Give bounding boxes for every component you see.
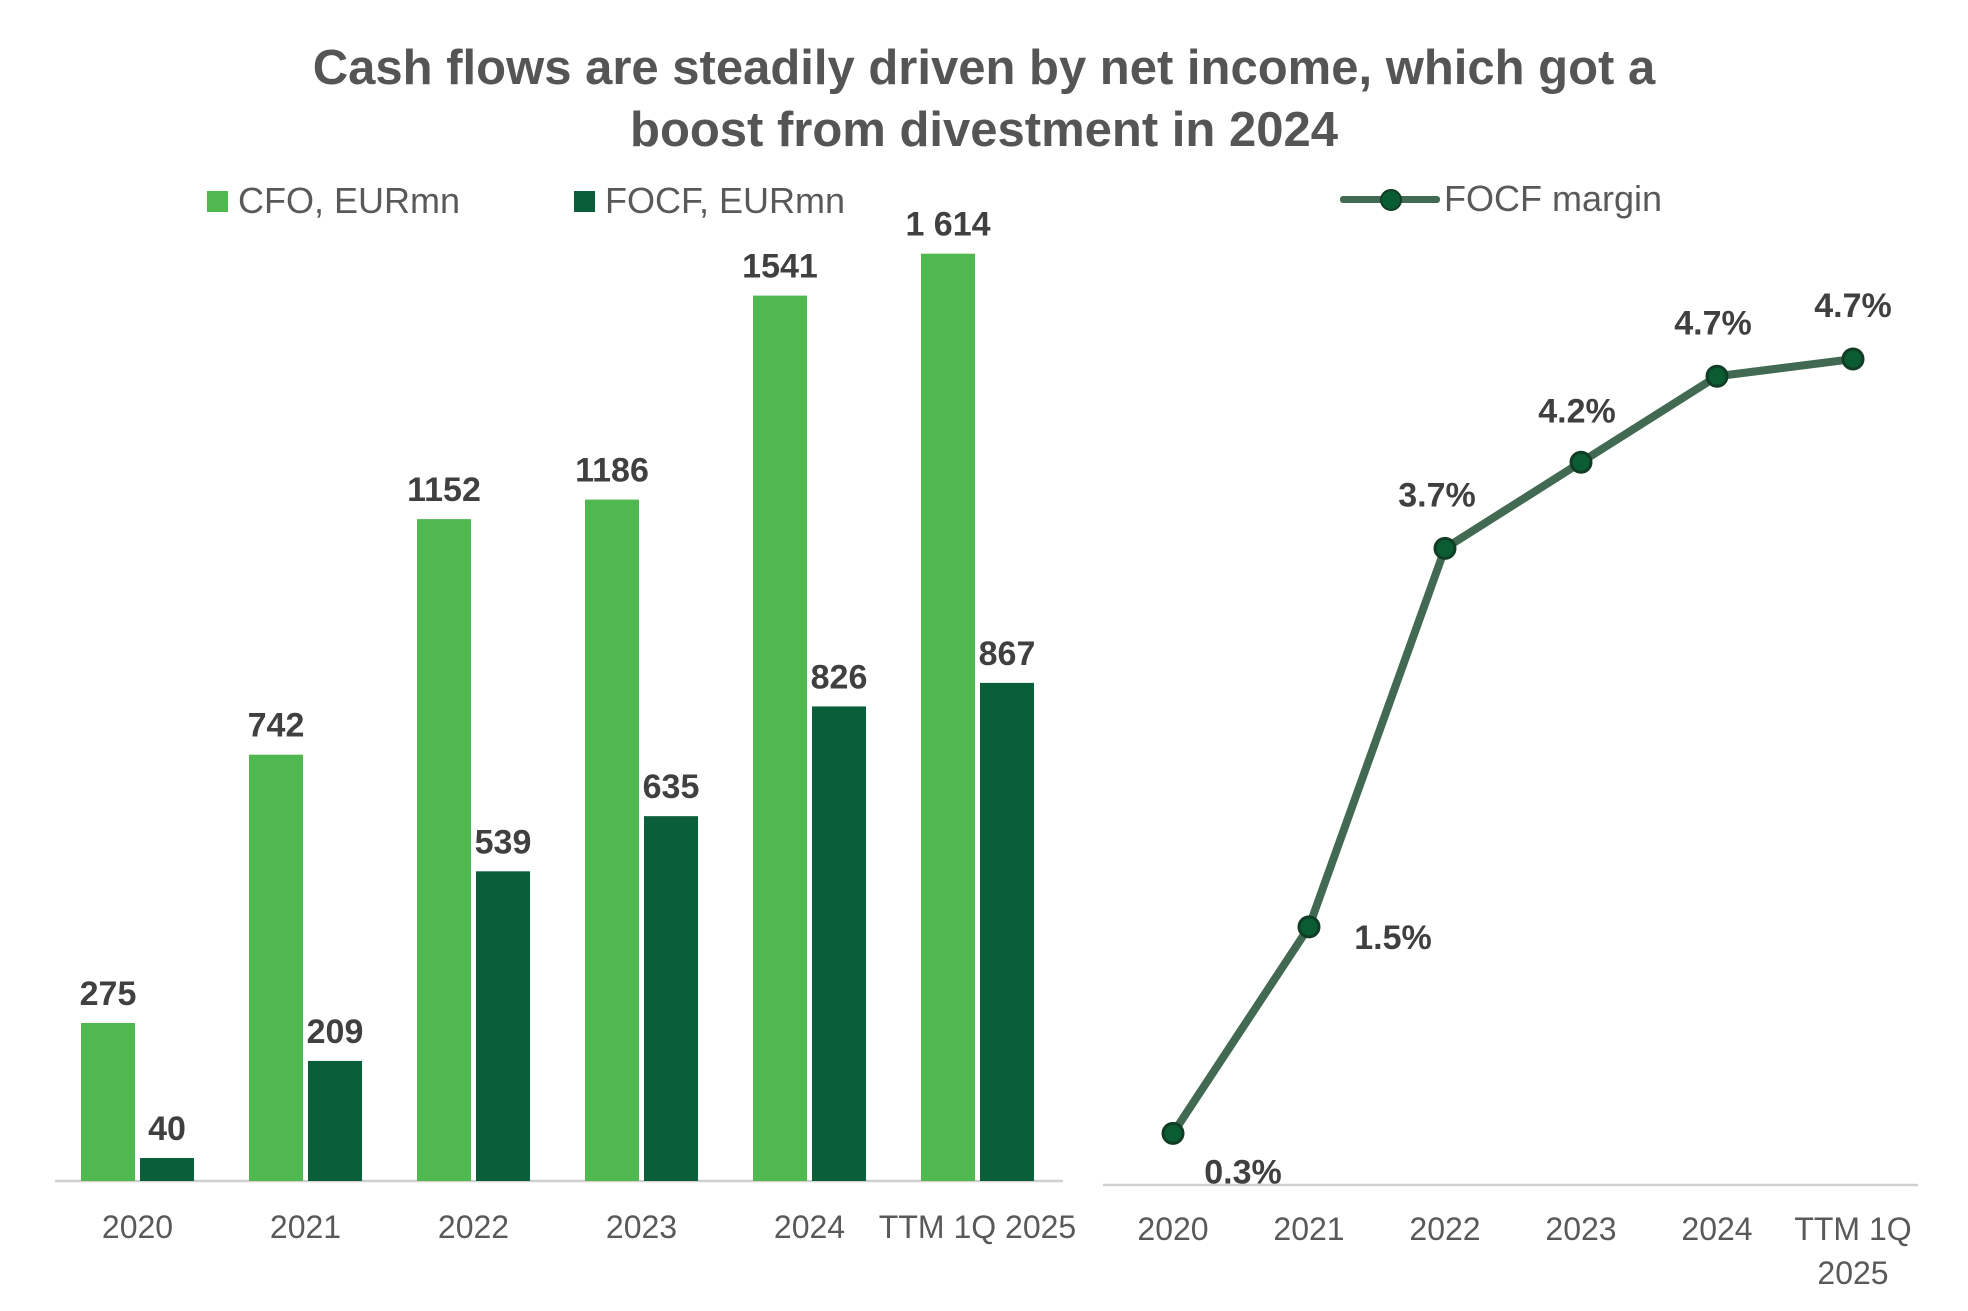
bar-focf-2 [476, 871, 530, 1181]
margin-point-2 [1433, 536, 1457, 560]
margin-point-0 [1161, 1121, 1185, 1145]
bar-cfo-1 [249, 754, 303, 1181]
bar-label-cfo-1: 742 [248, 707, 305, 745]
bar-focf-4 [812, 706, 866, 1181]
line-x-tick-2-0: 2022 [1409, 1211, 1480, 1247]
bar-label-focf-1: 209 [307, 1013, 364, 1051]
bar-x-tick-1: 2021 [270, 1209, 341, 1245]
line-x-tick-5-0: TTM 1Q [1794, 1211, 1911, 1247]
bar-cfo-3 [585, 499, 639, 1181]
legend-cfo: CFO, EURmn [207, 180, 460, 222]
chart-title-line-2: boost from divestment in 2024 [630, 103, 1338, 157]
margin-label-0: 0.3% [1204, 1153, 1282, 1191]
legend-focf: FOCF, EURmn [574, 180, 845, 222]
line-x-tick-4-0: 2024 [1681, 1211, 1752, 1247]
legend-margin: FOCF margin [1340, 178, 1662, 220]
margin-point-3 [1569, 450, 1593, 474]
bar-x-tick-3: 2023 [606, 1209, 677, 1245]
legend-margin-label: FOCF margin [1444, 178, 1663, 219]
margin-label-4: 4.7% [1674, 304, 1752, 342]
line-x-tick-5-1: 2025 [1817, 1255, 1888, 1291]
legend-focf-label: FOCF, EURmn [605, 180, 846, 221]
bar-cfo-2 [417, 519, 471, 1181]
legend-margin-line-icon [1340, 184, 1440, 214]
bar-label-focf-2: 539 [475, 823, 532, 861]
bar-cfo-0 [81, 1023, 135, 1181]
bar-label-cfo-3: 1186 [575, 452, 649, 490]
margin-label-3: 4.2% [1538, 392, 1616, 430]
bar-label-cfo-2: 1152 [407, 471, 481, 509]
bar-label-focf-4: 826 [811, 658, 868, 696]
bar-x-tick-4: 2024 [774, 1209, 845, 1245]
legend-cfo-label: CFO, EURmn [238, 180, 461, 221]
bar-x-tick-5: TTM 1Q 2025 [879, 1209, 1076, 1245]
margin-point-5 [1841, 347, 1865, 371]
margin-label-5: 4.7% [1814, 287, 1892, 325]
bar-x-tick-2: 2022 [438, 1209, 509, 1245]
line-x-tick-1-0: 2021 [1273, 1211, 1344, 1247]
bar-focf-3 [644, 816, 698, 1181]
legend-cfo-swatch [207, 190, 228, 212]
bar-cfo-4 [753, 295, 807, 1181]
bar-x-tick-0: 2020 [102, 1209, 173, 1245]
margin-point-1 [1297, 915, 1321, 939]
bar-label-focf-3: 635 [643, 768, 700, 806]
line-x-tick-3-0: 2023 [1545, 1211, 1616, 1247]
bar-focf-5 [980, 682, 1034, 1181]
legend-focf-swatch [574, 190, 595, 212]
focf-margin-series-line [1169, 355, 1854, 1136]
bar-label-cfo-5: 1 614 [905, 206, 990, 244]
line-x-tick-0-0: 2020 [1137, 1211, 1208, 1247]
margin-point-4 [1705, 364, 1729, 388]
bar-chart: 275 40 2020 742 209 2021 1152 539 2022 1186 635 202… [55, 206, 1076, 1245]
margin-label-2: 3.7% [1398, 476, 1476, 514]
margin-label-1: 1.5% [1354, 919, 1432, 957]
chart-title-line-1: Cash flows are steadily driven by net in… [312, 41, 1656, 95]
bar-cfo-5 [921, 253, 975, 1181]
line-chart: 0.3% 1.5% 3.7% 4.2% 4.7% 4.7% 2020 2021 2022 2023… [1103, 287, 1918, 1291]
bar-label-focf-5: 867 [979, 635, 1036, 673]
bar-label-cfo-0: 275 [80, 975, 137, 1013]
bar-label-cfo-4: 1541 [742, 248, 818, 286]
bar-focf-1 [308, 1060, 362, 1181]
bar-label-focf-0: 40 [148, 1110, 186, 1148]
bar-focf-0 [140, 1158, 194, 1181]
